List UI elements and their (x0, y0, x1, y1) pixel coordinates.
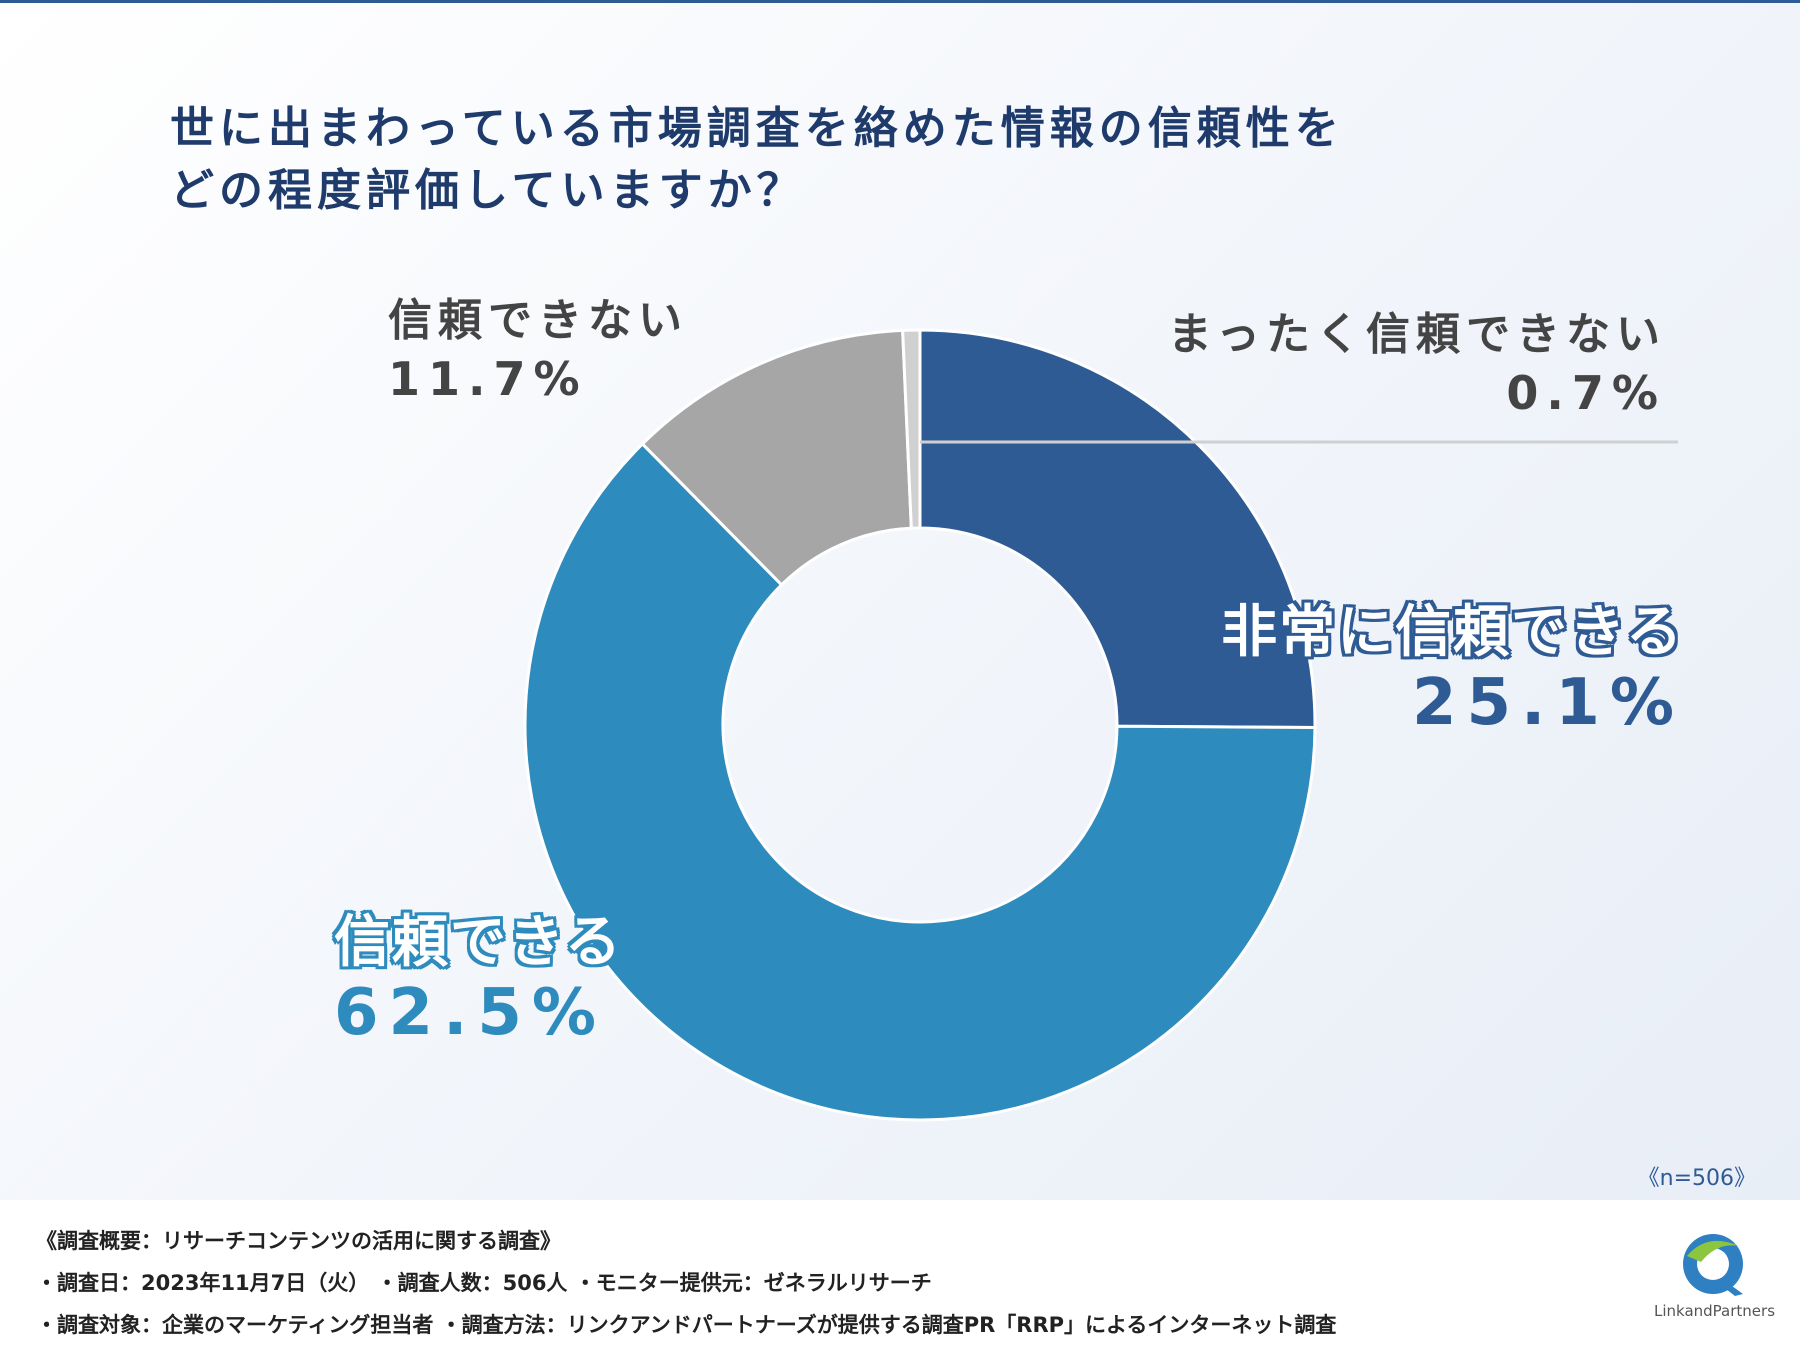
label-name: 信頼できる (334, 910, 623, 975)
survey-summary-line: ・調査対象：企業のマーケティング担当者 ・調査方法：リンクアンドパートナーズが提… (36, 1313, 1337, 1337)
survey-summary-title: 《調査概要：リサーチコンテンツの活用に関する調査》 (36, 1229, 561, 1253)
label-name: まったく信頼できない (1167, 309, 1666, 360)
title-line-1: 世に出まわっている市場調査を絡めた情報の信頼性を (170, 103, 1344, 154)
label-very-trustworthy: 非常に信頼できる 25.1% (1221, 598, 1684, 738)
donut-slices (523, 328, 1317, 1122)
title-line-2: どの程度評価していますか？ (170, 165, 806, 216)
slice-untrustworthy (640, 328, 913, 587)
donut-chart (523, 328, 1678, 1122)
footer: 《調査概要：リサーチコンテンツの活用に関する調査》 ・調査日：2023年11月7… (0, 1200, 1800, 1350)
label-value: 62.5% (334, 976, 607, 1050)
label-value: 25.1% (1411, 666, 1684, 740)
survey-summary: 《調査概要：リサーチコンテンツの活用に関する調査》 ・調査日：2023年11月7… (36, 1220, 1336, 1346)
slice-completely-untrustworthy (901, 328, 922, 530)
slice-very-trustworthy (918, 328, 1317, 729)
slice-trustworthy (523, 441, 1317, 1122)
survey-summary-line: ・調査日：2023年11月7日（火） ・調査人数：506人 ・モニター提供元：ゼ… (36, 1271, 932, 1295)
label-trustworthy: 信頼できる 62.5% (334, 908, 623, 1048)
label-value: 0.7% (1506, 366, 1666, 420)
logo-text: LinkandPartners (1654, 1302, 1776, 1320)
sample-size: 《n=506》 (1637, 1166, 1756, 1191)
label-value: 11.7% (388, 352, 588, 406)
company-logo: LinkandPartners (1654, 1228, 1776, 1338)
label-completely-untrustworthy: まったく信頼できない 0.7% (1168, 306, 1666, 422)
top-rule (0, 0, 1800, 3)
label-name: 非常に信頼できる (1221, 600, 1684, 665)
link-and-partners-logo-icon (1683, 1234, 1743, 1296)
label-name: 信頼できない (388, 295, 688, 346)
label-untrustworthy: 信頼できない 11.7% (388, 292, 688, 408)
page-title: 世に出まわっている市場調査を絡めた情報の信頼性を どの程度評価していますか？ (170, 98, 1470, 222)
